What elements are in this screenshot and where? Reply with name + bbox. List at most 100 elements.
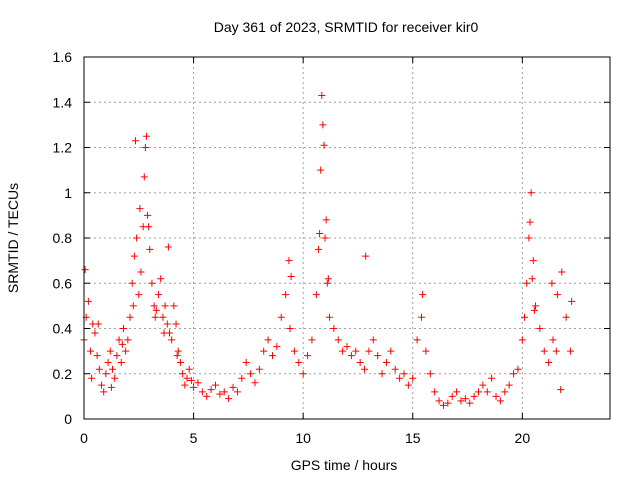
data-point — [163, 320, 171, 328]
data-point — [418, 313, 426, 321]
data-point — [483, 388, 491, 396]
data-point — [133, 234, 141, 242]
data-point — [453, 388, 461, 396]
data-point — [391, 365, 399, 373]
x-tick-label: 0 — [80, 430, 88, 446]
data-point — [287, 272, 295, 280]
data-point — [422, 347, 430, 355]
data-point — [194, 379, 202, 387]
data-point — [277, 313, 285, 321]
data-point — [299, 370, 307, 378]
y-tick-label: 1.4 — [53, 94, 73, 110]
data-point — [122, 347, 130, 355]
data-point — [557, 386, 565, 394]
data-point — [126, 313, 134, 321]
data-point — [518, 336, 526, 344]
data-point — [94, 320, 102, 328]
data-point — [255, 365, 263, 373]
data-point — [93, 352, 101, 360]
data-point — [141, 144, 149, 151]
data-point — [242, 358, 250, 366]
data-point — [113, 352, 121, 360]
data-point — [545, 358, 553, 366]
data-point — [334, 336, 342, 344]
data-point — [157, 275, 165, 283]
y-tick-label: 0.8 — [53, 230, 73, 246]
data-point — [365, 347, 373, 355]
data-point — [382, 358, 390, 366]
data-point — [159, 313, 167, 321]
data-point — [203, 392, 211, 400]
data-point — [132, 137, 140, 145]
data-point — [320, 141, 328, 149]
data-point — [369, 336, 377, 344]
data-point — [137, 268, 145, 276]
data-point — [568, 297, 576, 305]
data-point — [396, 374, 404, 382]
data-point — [84, 297, 92, 305]
data-point — [91, 329, 99, 337]
data-point — [567, 347, 575, 355]
data-point — [470, 392, 478, 400]
data-point — [190, 383, 198, 391]
y-tick-label: 1 — [64, 185, 72, 201]
data-point — [233, 388, 241, 396]
data-point — [187, 377, 195, 385]
data-point — [553, 291, 561, 299]
data-point — [540, 347, 548, 355]
x-tick-label: 15 — [405, 430, 421, 446]
data-point — [435, 397, 443, 405]
data-point — [164, 243, 172, 251]
data-point — [81, 266, 89, 274]
data-point — [317, 166, 325, 174]
data-point — [135, 291, 143, 299]
data-point — [527, 189, 535, 197]
data-point — [461, 395, 469, 403]
data-point — [374, 352, 382, 360]
data-point — [552, 347, 560, 355]
data-point — [119, 325, 127, 332]
data-point — [325, 313, 333, 321]
x-tick-label: 20 — [515, 430, 531, 446]
data-point — [151, 313, 159, 321]
data-point — [130, 252, 138, 260]
data-point — [88, 374, 96, 382]
data-point — [492, 392, 500, 400]
data-point — [323, 279, 331, 287]
data-point — [330, 325, 338, 332]
axis-ticks — [83, 56, 610, 420]
data-point — [176, 358, 184, 366]
data-point — [549, 336, 557, 344]
data-point — [225, 395, 233, 403]
x-tick-label: 10 — [295, 430, 311, 446]
data-point — [128, 279, 136, 287]
data-point — [229, 383, 237, 391]
data-point — [155, 291, 163, 299]
data-point — [247, 370, 255, 378]
data-point — [548, 279, 556, 287]
data-point — [362, 252, 370, 260]
data-point — [400, 370, 408, 378]
data-point — [352, 347, 360, 355]
data-point — [290, 347, 298, 355]
data-point — [426, 370, 434, 378]
data-point — [108, 365, 116, 373]
data-point — [285, 257, 293, 265]
data-point — [526, 218, 534, 226]
data-point — [144, 211, 152, 219]
data-point — [238, 374, 246, 382]
y-tick-label: 0 — [64, 411, 72, 427]
data-point — [95, 365, 103, 373]
data-point — [466, 399, 474, 407]
data-point — [148, 279, 156, 287]
x-axis-label: GPS time / hours — [291, 457, 398, 473]
data-point — [347, 352, 355, 360]
data-point — [531, 302, 539, 310]
data-point — [319, 121, 327, 129]
data-point — [444, 399, 452, 407]
data-point — [413, 336, 421, 344]
data-point — [295, 358, 303, 366]
data-point — [273, 343, 281, 351]
data-point — [312, 291, 320, 299]
